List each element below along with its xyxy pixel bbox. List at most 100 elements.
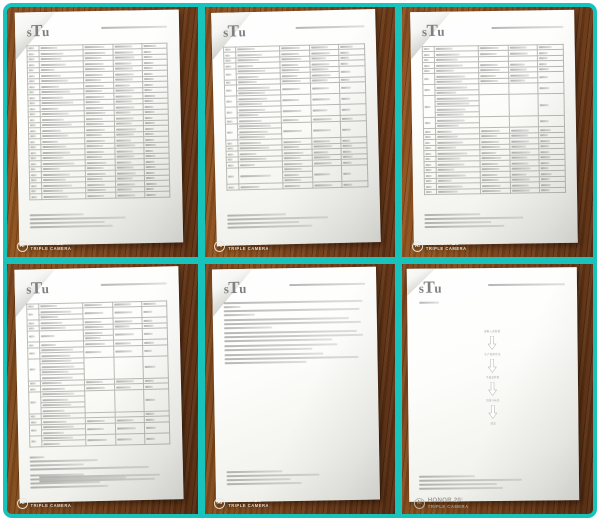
paragraph <box>224 333 366 342</box>
watermark-brand: HONOR 20 i <box>427 497 463 505</box>
document-header: sTu <box>26 19 168 41</box>
honor-watermark: AI HONOR 20 i TRIPLE CAMERA <box>214 239 269 252</box>
honor-watermark: AI HONOR 20 i TRIPLE CAMERA <box>411 239 467 252</box>
header-meta <box>445 277 565 286</box>
stu-logo: sTu <box>422 20 445 39</box>
document-sheet: sTu <box>13 265 184 503</box>
ai-badge-icon: AI <box>16 240 28 252</box>
watermark-tagline: TRIPLE CAMERA <box>425 246 467 252</box>
stu-logo: sTu <box>419 277 442 297</box>
table-row[interactable] <box>424 186 565 195</box>
flow-node: 半成品检验 <box>486 376 500 380</box>
spec-table[interactable] <box>422 43 565 195</box>
spec-table-body <box>422 43 565 195</box>
paragraph <box>224 299 365 308</box>
ai-badge-icon: AI <box>413 498 425 509</box>
stu-logo-t: T <box>30 20 42 40</box>
photo-panel-bottom-right[interactable]: sTu 原料入库验收 生产投料作业 <box>402 264 593 514</box>
spec-table[interactable] <box>224 43 369 190</box>
page-content: sTu <box>14 9 182 245</box>
honor-watermark: AI HONOR 20 i TRIPLE CAMERA <box>413 497 469 509</box>
honor-watermark: AI HONOR 20 i TRIPLE CAMERA <box>214 496 269 509</box>
header-meta <box>52 276 167 287</box>
document-header: sTu <box>223 19 365 41</box>
down-arrow-icon <box>488 404 498 419</box>
watermark-tagline: TRIPLE CAMERA <box>30 246 72 252</box>
footer-note <box>227 211 361 229</box>
stu-logo-t: T <box>227 20 239 41</box>
stu-logo-u: u <box>437 23 445 39</box>
stu-logo-t: T <box>30 277 42 298</box>
flow-node: 生产投料作业 <box>484 353 501 357</box>
paragraph <box>224 329 366 334</box>
photo-grid: sTu <box>7 7 593 514</box>
page-content: sTu <box>211 9 381 245</box>
watermark-superscript: i <box>64 239 66 244</box>
header-meta <box>448 19 563 29</box>
stu-logo-t: T <box>423 277 435 297</box>
stu-logo-u: u <box>41 23 49 39</box>
header-meta <box>249 19 365 30</box>
header-meta <box>52 19 168 29</box>
watermark-superscript: i <box>261 239 264 244</box>
photo-panel-bottom-left[interactable]: sTu <box>7 264 198 514</box>
flow-node: 成品 <box>490 422 497 426</box>
header-meta-line <box>488 283 565 286</box>
stu-logo: sTu <box>224 277 247 297</box>
stu-logo-u: u <box>41 280 49 296</box>
page-content: sTu <box>212 266 380 501</box>
photo-panel-top-right[interactable]: sTu <box>402 7 593 257</box>
document-sheet: sTu <box>211 8 381 246</box>
process-flowchart[interactable]: 原料入库验收 生产投料作业 半成品检验 <box>468 329 519 426</box>
footer-note <box>419 474 558 490</box>
header-meta-line <box>491 25 563 29</box>
page-content: sTu <box>14 266 183 502</box>
table-row[interactable] <box>423 82 564 96</box>
table-row[interactable] <box>423 115 564 129</box>
table-row[interactable] <box>423 93 564 118</box>
paragraph <box>225 347 366 352</box>
footer-note <box>227 469 360 486</box>
honor-watermark: AI HONOR 20 i TRIPLE CAMERA <box>16 496 72 509</box>
watermark-brand: HONOR 20 i <box>425 239 461 247</box>
paragraph <box>224 342 366 347</box>
watermark-superscript: i <box>261 496 264 501</box>
flow-node: 原料入库验收 <box>484 330 501 334</box>
prose-body <box>224 299 366 365</box>
document-sheet: sTu <box>410 9 578 245</box>
spec-table-body <box>26 300 170 447</box>
flowchart-caption <box>419 301 440 304</box>
header-meta-line <box>289 282 365 286</box>
watermark-tagline: TRIPLE CAMERA <box>427 503 469 509</box>
watermark-superscript: i <box>459 239 461 244</box>
photo-panel-top-center[interactable]: sTu <box>204 7 396 257</box>
page-content: sTu <box>410 9 578 244</box>
spec-table[interactable] <box>26 42 170 200</box>
photo-panel-bottom-center[interactable]: sTu <box>204 264 396 514</box>
document-header: sTu <box>26 276 167 298</box>
paragraph <box>224 307 365 317</box>
paragraph <box>224 316 366 321</box>
watermark-brand: HONOR 20 i <box>228 239 264 247</box>
page-content: sTu 原料入库验收 生产投料作业 <box>407 267 579 501</box>
spec-table[interactable] <box>26 300 170 447</box>
teal-photo-frame: sTu <box>3 3 597 518</box>
document-sheet: sTu 原料入库验收 生产投料作业 <box>406 266 579 502</box>
stu-logo-u: u <box>434 280 442 296</box>
stu-logo: sTu <box>26 277 49 298</box>
footer-note <box>29 212 163 229</box>
spec-table-body <box>26 42 170 200</box>
stu-logo-u: u <box>239 280 247 296</box>
notes-heading <box>29 455 44 459</box>
watermark-brand: HONOR 20 i <box>30 496 66 504</box>
document-header: sTu <box>224 276 365 297</box>
ai-badge-icon: AI <box>411 240 423 252</box>
paragraph <box>225 351 366 356</box>
header-meta-line <box>100 25 168 29</box>
photo-panel-top-left[interactable]: sTu <box>7 7 198 257</box>
ai-badge-icon: AI <box>16 497 28 509</box>
down-arrow-icon <box>488 381 498 396</box>
stu-logo-t: T <box>228 277 240 297</box>
flow-node: 包装与标识 <box>486 399 500 403</box>
